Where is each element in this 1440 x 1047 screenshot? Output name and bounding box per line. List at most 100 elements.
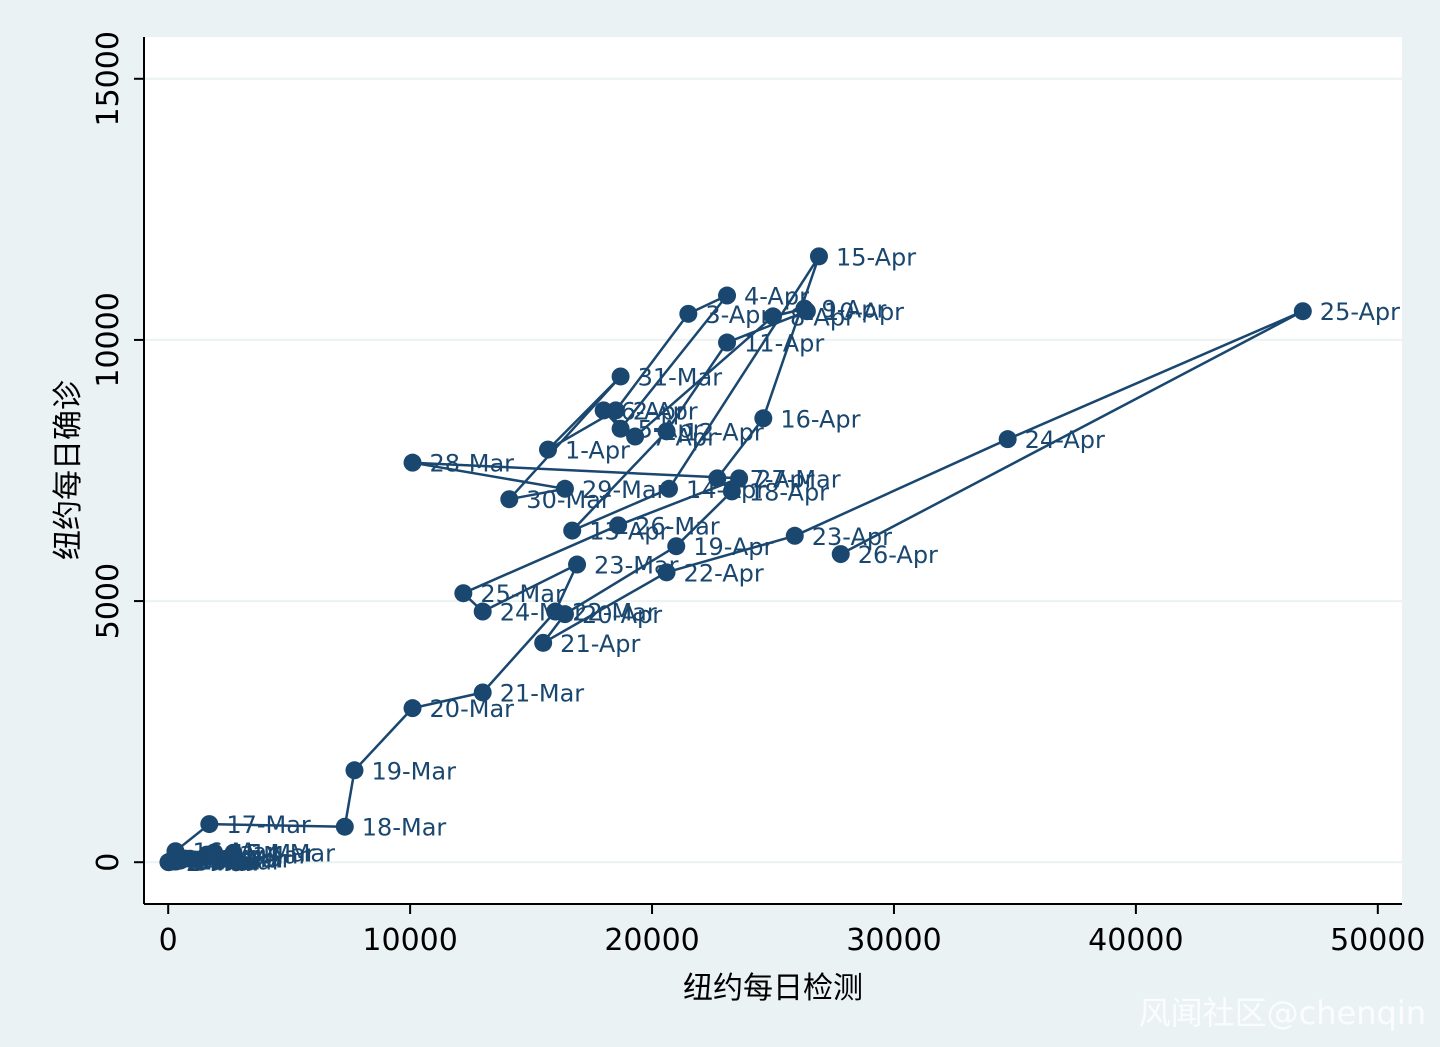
data-point	[205, 843, 224, 862]
data-point-label: 30-Mar	[526, 486, 611, 514]
data-point	[473, 683, 492, 702]
data-point-label: 12-Mar	[207, 846, 292, 874]
data-point-label: 20-Apr	[582, 601, 662, 629]
data-point-label: 22-Mar	[572, 599, 657, 627]
data-point	[403, 453, 422, 472]
data-point	[831, 545, 850, 564]
data-point	[797, 302, 816, 321]
data-point	[809, 247, 828, 266]
gridlines	[144, 77, 1402, 864]
data-point-label: 3-Apr	[705, 301, 770, 329]
data-point	[754, 409, 773, 428]
data-point-label: 22-Apr	[684, 559, 764, 587]
data-point-label: 10-Mar	[197, 848, 282, 876]
data-point-label: 2-Apr	[633, 397, 698, 425]
data-point-label: 10-Apr	[824, 298, 904, 326]
x-tick-label: 20000	[604, 923, 699, 958]
data-point-label: 6-Apr	[621, 397, 686, 425]
data-point-label: 15-Apr	[836, 243, 916, 271]
data-point-label: 19-Mar	[371, 757, 456, 785]
data-point-label: 14-Apr	[686, 476, 766, 504]
y-tick-label: 0	[91, 853, 126, 872]
data-point	[224, 843, 243, 862]
data-point-label: 24-Apr	[1025, 426, 1105, 454]
data-point-label: 27-Mar	[756, 465, 841, 493]
data-point	[626, 427, 645, 446]
data-point-label: 31-Mar	[638, 363, 723, 391]
data-point	[594, 401, 613, 420]
data-point-label: 28-Mar	[430, 450, 515, 478]
y-tick-label: 5000	[91, 563, 126, 639]
data-point	[667, 537, 686, 556]
data-point	[473, 602, 492, 621]
data-point	[679, 304, 698, 323]
data-point	[657, 422, 676, 441]
data-point-label: 23-Mar	[594, 552, 679, 580]
data-point-label: 4-Apr	[744, 283, 809, 311]
x-tick-label: 10000	[362, 923, 457, 958]
data-point	[403, 699, 422, 718]
data-point	[539, 440, 558, 459]
data-point	[718, 333, 737, 352]
x-axis-title: 纽约每日检测	[683, 971, 863, 1006]
x-tick-label: 40000	[1088, 923, 1183, 958]
data-point	[555, 605, 574, 624]
data-point	[335, 817, 354, 836]
x-tick-label: 30000	[846, 923, 941, 958]
data-point-label: 5-Mar	[189, 848, 258, 876]
data-point-label: 9-Apr	[821, 296, 886, 324]
watermark-text: 风闻社区@chenqin	[1139, 994, 1426, 1032]
data-point-label: 26-Mar	[635, 512, 720, 540]
data-point-label: 18-Apr	[749, 478, 829, 506]
data-point	[563, 521, 582, 540]
plot-area	[144, 37, 1402, 904]
data-point-label: 13-Apr	[589, 518, 669, 546]
data-point	[609, 516, 628, 535]
data-point	[454, 584, 473, 603]
data-point-label: 20-Mar	[430, 695, 515, 723]
data-point-label: 5-Apr	[638, 416, 703, 444]
data-point	[708, 469, 727, 488]
data-point-label: 16-Mar	[192, 838, 277, 866]
y-axis-title: 纽约每日确诊	[51, 380, 86, 560]
data-point	[534, 633, 553, 652]
data-point-label: 25-Apr	[1320, 298, 1400, 326]
data-point-label: 8-Mar	[193, 848, 262, 876]
data-point-label: 17-Apr	[734, 465, 814, 493]
data-point-label: 3-Mar	[187, 849, 256, 877]
data-point-label: 16-Apr	[780, 405, 860, 433]
data-point-label: 1-Apr	[565, 437, 630, 465]
data-point	[659, 479, 678, 498]
data-point	[555, 479, 574, 498]
data-point	[764, 307, 782, 326]
y-tick-label: 15000	[91, 31, 126, 126]
x-tick-label: 50000	[1330, 923, 1425, 958]
data-point-label: 14-Mar	[251, 840, 336, 868]
data-point	[180, 849, 199, 868]
data-point-label: 19-Apr	[693, 533, 773, 561]
point-labels: 1-Mar2-Mar3-Mar4-Mar5-Mar6-Mar7-Mar8-Mar…	[185, 243, 1400, 877]
data-point-label: 9-Mar	[195, 847, 264, 875]
data-point-label: 26-Apr	[858, 541, 938, 569]
data-point	[998, 430, 1017, 449]
data-point-label: 4-Mar	[188, 849, 257, 877]
data-point	[718, 286, 737, 305]
data-point-label: 15-Mar	[231, 840, 316, 868]
data-series	[159, 247, 1312, 872]
data-point-label: 18-Mar	[362, 814, 447, 842]
data-point-label: 23-Apr	[812, 523, 892, 551]
data-point-label: 7-Mar	[192, 849, 261, 877]
data-point	[568, 555, 587, 574]
data-point-label: 1-Mar	[185, 849, 254, 877]
data-point-label: 13-Mar	[224, 842, 309, 870]
data-point-label: 24-Mar	[500, 599, 585, 627]
data-point	[657, 563, 676, 582]
data-point-label: 6-Mar	[191, 847, 260, 875]
data-point-label: 12-Apr	[684, 418, 764, 446]
y-tick-label: 10000	[91, 292, 126, 387]
data-point-label: 21-Mar	[500, 679, 585, 707]
data-point	[611, 419, 630, 438]
data-point	[500, 490, 519, 509]
axes: 0 10000 20000 30000 40000 50000 0 5000 10000 1500…	[91, 31, 1426, 958]
